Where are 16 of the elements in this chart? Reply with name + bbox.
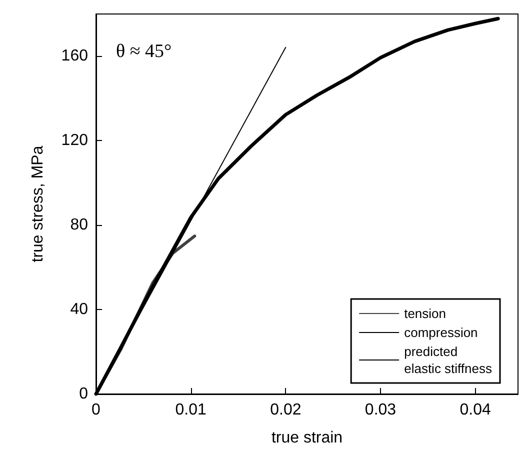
x-tick-label: 0 bbox=[92, 402, 101, 418]
x-tick-label: 0.03 bbox=[364, 402, 396, 418]
legend-label: predicted elastic stiffness bbox=[404, 344, 492, 376]
x-tick-label: 0.01 bbox=[175, 402, 207, 418]
x-tick-label: 0.04 bbox=[460, 402, 491, 418]
y-tick-label: 0 bbox=[79, 386, 88, 402]
y-axis-title: true stress, MPa bbox=[30, 146, 46, 262]
y-tick-label: 120 bbox=[61, 132, 88, 150]
legend-label: tension bbox=[404, 306, 446, 321]
y-tick-label: 40 bbox=[70, 301, 88, 318]
x-tick-label: 0.02 bbox=[270, 402, 302, 418]
x-axis-title: true strain bbox=[271, 430, 343, 446]
y-tick-label: 160 bbox=[61, 48, 88, 65]
legend-label: compression bbox=[404, 325, 478, 340]
annotation: θ ≈ 45° bbox=[116, 41, 172, 62]
y-tick-label: 80 bbox=[70, 216, 88, 234]
